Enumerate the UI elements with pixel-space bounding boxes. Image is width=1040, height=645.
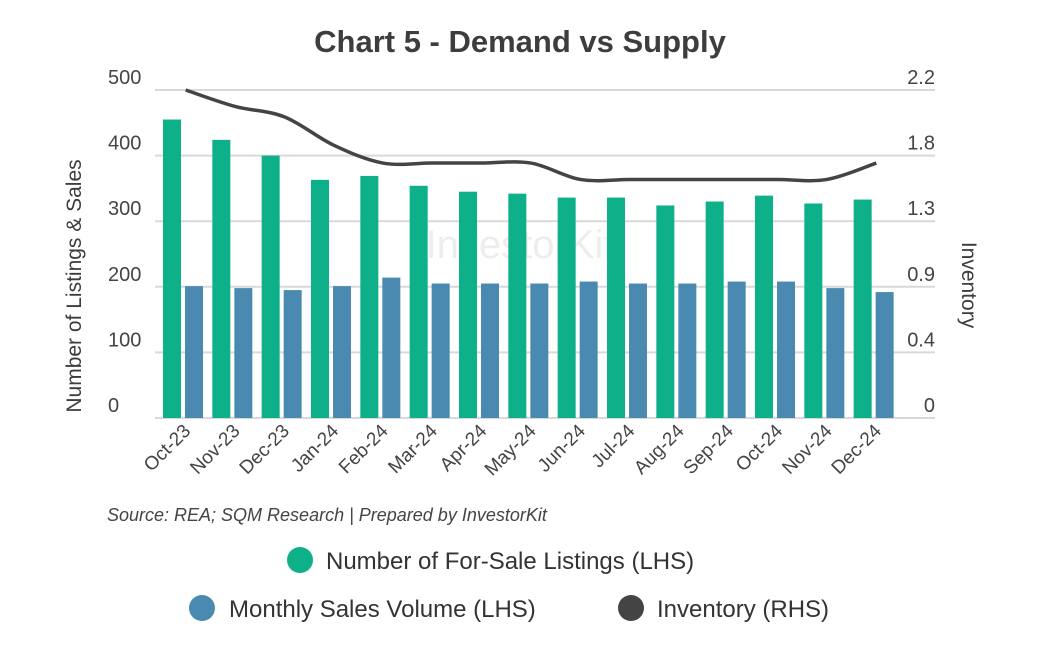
legend-item-sales[interactable]: Monthly Sales Volume (LHS) <box>189 595 536 623</box>
x-tick-label: Feb-24 <box>335 420 393 478</box>
legend-item-inventory[interactable]: Inventory (RHS) <box>618 595 829 623</box>
left-tick-label: 300 <box>108 198 141 220</box>
right-tick-label: 1.8 <box>907 133 935 155</box>
bar-listings <box>755 195 773 418</box>
bar-sales <box>875 292 894 418</box>
left-tick-label: 0 <box>108 395 119 417</box>
bar-listings <box>656 205 675 418</box>
left-tick-label: 500 <box>108 67 141 89</box>
bar-sales <box>678 283 697 418</box>
source-note: Source: REA; SQM Research | Prepared by … <box>107 505 548 525</box>
right-tick-label: 0 <box>924 395 935 417</box>
legend: Number of For-Sale Listings (LHS) Monthl… <box>189 547 829 623</box>
x-tick-label: Dec-24 <box>828 420 886 478</box>
bar-listings <box>409 185 428 418</box>
right-axis-title: Inventory <box>957 242 980 329</box>
bar-listings <box>163 119 181 419</box>
bar-listings <box>557 197 576 418</box>
bar-sales <box>333 286 351 418</box>
legend-label-listings: Number of For-Sale Listings (LHS) <box>326 548 694 575</box>
legend-item-listings[interactable]: Number of For-Sale Listings (LHS) <box>287 547 694 575</box>
right-tick-label: 0.9 <box>907 264 935 286</box>
bar-sales <box>283 290 302 418</box>
chart-title: Chart 5 - Demand vs Supply <box>314 24 726 59</box>
bar-listings <box>705 201 724 418</box>
x-tick-label: Sep-24 <box>680 420 738 478</box>
legend-marker-listings <box>287 547 313 573</box>
x-tick-label: Jun-24 <box>534 420 590 476</box>
x-tick-label: Aug-24 <box>630 420 688 478</box>
legend-label-sales: Monthly Sales Volume (LHS) <box>229 596 536 623</box>
x-tick-label: Nov-24 <box>778 420 836 478</box>
bar-listings <box>508 193 527 418</box>
left-tick-label: 100 <box>108 329 141 351</box>
x-tick-label: Oct-23 <box>140 421 195 476</box>
bar-listings <box>360 175 379 418</box>
bar-sales <box>530 283 549 418</box>
bar-listings <box>459 191 477 418</box>
bars <box>163 119 894 419</box>
x-tick-label: May-24 <box>481 420 541 480</box>
bar-listings <box>311 179 329 418</box>
bar-sales <box>185 286 203 418</box>
inventory-line <box>185 88 877 183</box>
right-tick-label: 1.3 <box>907 198 935 220</box>
x-tick-label: Dec-23 <box>236 421 294 479</box>
legend-marker-inventory <box>618 595 644 621</box>
bar-sales <box>382 277 401 418</box>
bar-listings <box>212 139 231 418</box>
bar-listings <box>853 199 872 418</box>
bar-sales <box>727 281 746 418</box>
right-axis-ticks: 0 0.4 0.9 1.3 1.8 2.2 <box>907 67 935 417</box>
bar-sales <box>234 288 253 418</box>
bar-sales <box>629 283 647 418</box>
bar-sales <box>826 288 845 418</box>
right-tick-label: 2.2 <box>907 67 935 89</box>
x-tick-label: Oct-24 <box>732 420 787 475</box>
bar-listings <box>804 203 823 418</box>
left-tick-label: 200 <box>108 264 141 286</box>
bar-listings <box>607 197 625 418</box>
bar-sales <box>481 283 499 418</box>
x-axis-ticks: Oct-23Nov-23Dec-23Jan-24Feb-24Mar-24Apr-… <box>140 420 886 480</box>
left-tick-label: 400 <box>108 133 141 155</box>
bar-sales <box>777 281 795 418</box>
bar-sales <box>579 281 598 418</box>
x-tick-label: Jan-24 <box>287 420 343 476</box>
legend-marker-sales <box>189 595 215 621</box>
x-tick-label: Mar-24 <box>384 420 442 478</box>
bar-sales <box>431 283 450 418</box>
x-tick-label: Nov-23 <box>186 421 244 479</box>
bar-listings <box>261 155 280 418</box>
right-tick-label: 0.4 <box>907 329 935 351</box>
left-axis-title: Number of Listings & Sales <box>63 159 86 412</box>
legend-label-inventory: Inventory (RHS) <box>657 596 829 623</box>
left-axis-ticks: 0 100 200 300 400 500 <box>108 67 141 417</box>
